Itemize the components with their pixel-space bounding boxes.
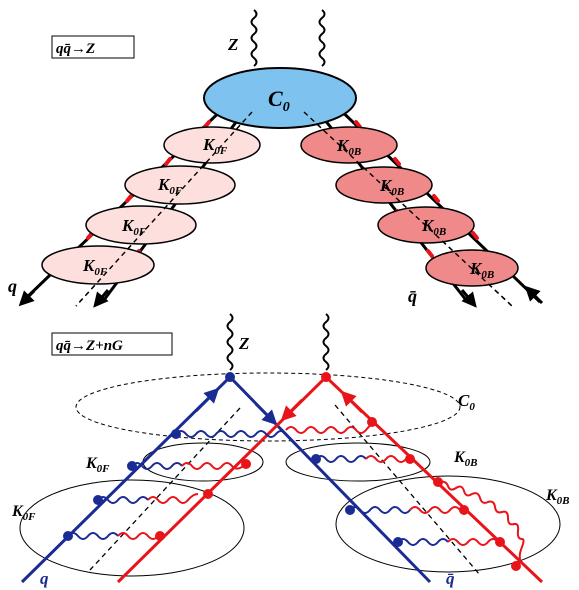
vertex-red-9 [511, 561, 521, 571]
top-quark-arrow-inner [93, 289, 110, 308]
bottom-panel: qq̄→Z+nG Z C0 K0F K0F K0B K0B [11, 313, 570, 588]
top-forward-label-4: K0F [82, 256, 108, 278]
top-backward-labels: K0B K0B K0B K0B [336, 136, 494, 281]
top-cut-line-right-over [303, 111, 513, 307]
gluon-3-blue [315, 455, 367, 463]
bottom-antiquark-arrow-up [340, 390, 364, 414]
top-backward-blob-2 [335, 166, 433, 204]
vertex-red-8 [495, 537, 505, 547]
top-backward-label-3: K0B [421, 216, 446, 238]
vertex-red-6 [433, 477, 443, 487]
top-backward-blob-1 [300, 126, 398, 164]
vertex-blue-7 [393, 537, 403, 547]
gluon-7-blue [397, 538, 449, 546]
top-antiquark-label: q̄ [408, 286, 417, 306]
vertex-blue-5 [311, 454, 321, 464]
gluon-1-red [285, 421, 375, 434]
gluon-5-blue [67, 532, 119, 540]
vertex-blue-6 [345, 505, 355, 515]
vertex-blue-2 [127, 461, 137, 471]
gluon-6-blue [349, 506, 411, 514]
bottom-vertices [63, 372, 521, 571]
bottom-quark-arrow-down [254, 402, 278, 426]
bottom-backward-region-large [335, 475, 561, 573]
gluon-2-red [181, 462, 247, 470]
bottom-backward-label-2: K0B [545, 487, 570, 507]
vertex-red-3 [203, 489, 213, 499]
gluon-3-red [365, 455, 412, 463]
top-antiquark-arrow-outer [524, 285, 544, 305]
top-z-label: Z [227, 35, 238, 54]
top-forward-label-2: K0F [157, 175, 183, 197]
bottom-process-box [51, 332, 173, 356]
bottom-backward-region-small [285, 442, 431, 482]
bottom-process-label: qq̄→Z+nG [56, 338, 123, 354]
bottom-hard-region-label: C0 [458, 391, 475, 413]
top-antiquark-arrow-inner [460, 289, 477, 308]
vertex-z-red [321, 372, 331, 382]
vertex-blue-1 [171, 429, 181, 439]
gluon-7-red [447, 538, 503, 546]
bottom-antiquark-label: q̄ [446, 569, 455, 588]
top-forward-blob-1 [163, 126, 261, 164]
top-process-box [51, 35, 135, 59]
gluon-4-red [147, 493, 199, 504]
bottom-z-boson-line-right [322, 313, 330, 371]
top-panel: qq̄→Z Z [8, 9, 544, 308]
gluon-6-red [409, 506, 466, 514]
vertex-red-2 [241, 459, 251, 469]
top-backward-label-1: K0B [336, 136, 361, 158]
top-forward-blob-4 [41, 245, 155, 285]
gluon-1-blue [175, 430, 287, 438]
top-quark-arrow-outer [18, 289, 36, 307]
vertex-z-blue [225, 372, 235, 382]
bottom-forward-label-1: K0F [85, 455, 110, 475]
top-z-boson-line-right [318, 9, 326, 67]
bottom-hard-region [75, 372, 461, 442]
top-hard-blob-label: C0 [268, 86, 290, 115]
top-forward-blobs [41, 126, 261, 285]
top-forward-label-1: K0F [202, 135, 228, 157]
bottom-quark-label: q [40, 569, 49, 588]
vertex-red-4 [155, 531, 165, 541]
top-forward-blob-3 [85, 205, 197, 245]
top-process-label: qq̄→Z [56, 41, 95, 57]
bottom-forward-label-2: K0F [11, 503, 36, 523]
gluon-8-red [437, 480, 525, 568]
top-backward-blobs [300, 126, 519, 287]
vertex-red-5 [405, 454, 415, 464]
top-backward-label-2: K0B [379, 176, 404, 198]
vertex-red-7 [459, 505, 469, 515]
gluon-5-red [117, 532, 163, 540]
vertex-blue-4 [63, 531, 73, 541]
top-forward-label-3: K0F [121, 216, 147, 238]
top-hard-blob [203, 67, 357, 129]
top-backward-label-4: K0B [469, 259, 494, 281]
top-cut-line-left-over [75, 111, 253, 307]
top-z-boson-line-left [250, 9, 258, 67]
bottom-quark-arrow-up [194, 387, 220, 413]
bottom-forward-region-large [19, 479, 245, 577]
bottom-z-label: Z [238, 334, 249, 353]
bottom-antiquark-arrow-down [280, 398, 304, 422]
vertex-blue-3 [93, 495, 103, 505]
bottom-z-boson-line-left [226, 313, 234, 371]
gluon-2-blue [131, 462, 183, 470]
bottom-backward-label-1: K0B [453, 449, 478, 469]
top-forward-blob-2 [124, 165, 236, 205]
gluon-4-blue [97, 496, 149, 504]
top-quark-label: q [8, 276, 17, 296]
top-forward-labels: K0F K0F K0F K0F [82, 135, 228, 278]
vertex-red-1 [367, 417, 377, 427]
